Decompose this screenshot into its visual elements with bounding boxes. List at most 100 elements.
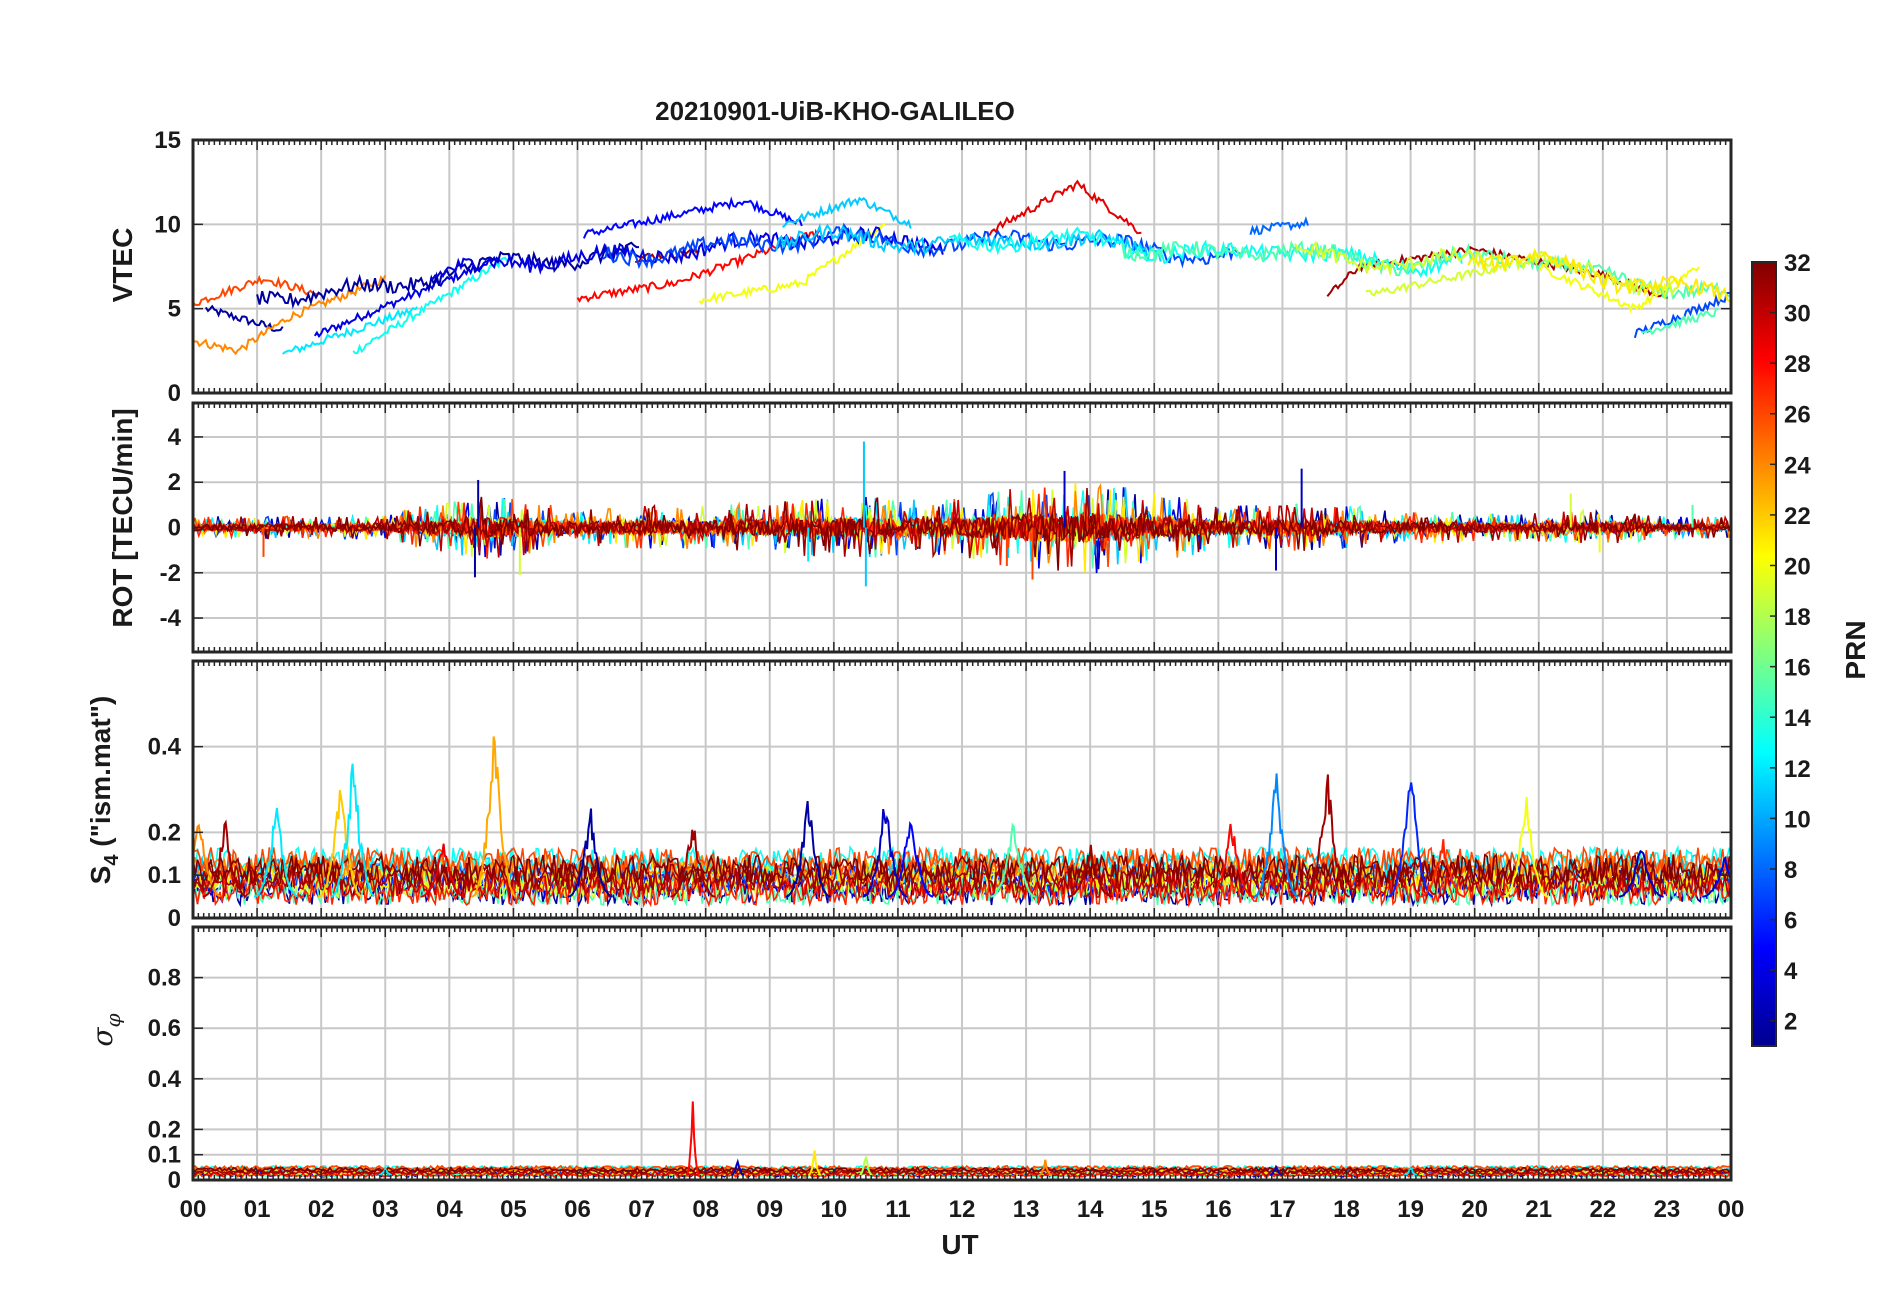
x-tick-label: 01 [244, 1196, 271, 1223]
x-tick-label: 23 [1654, 1196, 1681, 1223]
x-tick-label: 20 [1461, 1196, 1488, 1223]
s4-spike [253, 807, 298, 898]
vtec-series-prn-13 [352, 256, 515, 355]
x-tick-label: 00 [1718, 1196, 1745, 1223]
x-tick-label: 09 [756, 1196, 783, 1223]
s4-spike [1702, 856, 1731, 898]
colorbar-tick-label: 16 [1784, 655, 1811, 682]
rot-y-tick-label: 0 [168, 515, 181, 542]
vtec-series-prn-15 [1641, 307, 1719, 336]
x-tick-label: 17 [1269, 1196, 1296, 1223]
vtec-panel: 0 5 10 15 [154, 127, 1733, 407]
colorbar-tick-label: 8 [1784, 857, 1797, 884]
vtec-series-prn-2 [256, 241, 639, 310]
x-tick-label: 03 [372, 1196, 399, 1223]
vtec-axis-label: VTEC [107, 228, 138, 303]
rot-y-tick-label: -2 [160, 560, 181, 587]
sigma-phi-panel: 00.10.2 0.4 0.6 0.8 [148, 925, 1733, 1194]
rot-y-tick-label: 4 [168, 424, 182, 451]
data-lines [193, 441, 1730, 587]
s4-spike [193, 823, 221, 898]
data-lines [193, 736, 1731, 908]
s4-series-prn-33 [193, 852, 1731, 886]
vtec-series-prn-11 [775, 222, 1162, 262]
colorbar-tick-label: 10 [1784, 806, 1811, 833]
sigma_phi-spike [378, 1166, 392, 1176]
vtec-series-prn-5 [582, 196, 803, 239]
sigma_phi-spike [1269, 1164, 1283, 1176]
x-tick-labels: 00 01 02 03 04 05 06 07 08 09 10 11 12 13 14 15 16 17 18 19… [180, 1196, 1745, 1223]
s4-series-prn-27 [193, 874, 1731, 908]
sigma_phi-y-tick-label: 0.8 [148, 965, 181, 992]
vtec-series-prn-12 [282, 306, 419, 355]
rot-panel: -4 -2 0 2 4 [160, 401, 1733, 654]
rot-minor-ticks [192, 403, 1732, 652]
sigma_phi-y-tick-label: 0.4 [148, 1066, 182, 1093]
colorbar-tick-label: 12 [1784, 756, 1811, 783]
s4-spike [1253, 773, 1299, 898]
s4-spike [1304, 774, 1350, 898]
colorbar-tick-label: 28 [1784, 351, 1811, 378]
colorbar-tick-label: 26 [1784, 402, 1811, 429]
s4-spike [1208, 823, 1254, 898]
x-tick-label: 07 [628, 1196, 655, 1223]
colorbar-tick-label: 4 [1784, 958, 1798, 985]
x-tick-label: 02 [308, 1196, 335, 1223]
sigma_phi-y-tick-label: 0.1 [148, 1142, 181, 1169]
colorbar-tick-label: 30 [1784, 301, 1811, 328]
colorbar-tick-label: 24 [1784, 452, 1811, 479]
rot-series-prn-33 [193, 496, 1730, 571]
vtec-series-prn-8 [1249, 216, 1309, 236]
s4-series-prn-31 [193, 859, 1731, 893]
vtec-series-prn-4 [313, 255, 502, 338]
s4-spike [330, 763, 375, 898]
colorbar-tick-label: 20 [1784, 553, 1811, 580]
s4-panel: 0 0.1 0.2 0.4 [148, 659, 1733, 932]
s4-spike [1387, 782, 1434, 898]
x-tick-label: 21 [1525, 1196, 1552, 1223]
s4-spike [1503, 796, 1549, 898]
s4-spike [670, 829, 716, 898]
s4-y-tick-label: 0.1 [148, 862, 181, 889]
s4-spike [202, 819, 247, 898]
vtec-y-tick-label: 15 [154, 127, 181, 154]
rot-y-tick-label: 2 [168, 469, 181, 496]
colorbar-tick-label: 22 [1784, 503, 1811, 530]
sigma_phi-y-tick-label: 0.2 [148, 1116, 181, 1143]
vtec-series-prn-20 [1537, 263, 1700, 314]
vtec-y-tick-label: 5 [168, 296, 181, 323]
vtec-series-prn-11 [782, 196, 912, 229]
sigma_phi-spike [1404, 1167, 1418, 1176]
s4-spike [990, 822, 1036, 898]
s4-spike [1067, 844, 1113, 898]
vtec-series-prn-13 [949, 226, 1463, 278]
rot-y-tick-label: -4 [160, 605, 182, 632]
vtec-series-prn-2 [204, 304, 284, 333]
sigma_phi-minor-ticks [192, 927, 1732, 1181]
s4-spike [1420, 839, 1466, 898]
vtec-y-tick-label: 10 [154, 211, 181, 238]
x-axis-label: UT [941, 1229, 978, 1260]
x-tick-label: 14 [1077, 1196, 1104, 1223]
x-tick-label: 08 [692, 1196, 719, 1223]
s4-spike [567, 808, 613, 898]
x-tick-label: 13 [1013, 1196, 1040, 1223]
colorbar-label: PRN [1840, 620, 1871, 679]
s4-spike [862, 808, 908, 898]
x-tick-label: 06 [564, 1196, 591, 1223]
vtec-series-prn-26 [193, 274, 322, 307]
x-tick-label: 10 [820, 1196, 847, 1223]
vtec-series-prn-29 [987, 179, 1142, 236]
sigma_phi-y-tick-label: 0 [168, 1167, 181, 1194]
s4-axis-label: S4 ("ism.mat") [85, 696, 123, 885]
colorbar [1751, 261, 1777, 1047]
s4-y-tick-label: 0.4 [148, 734, 182, 761]
s4-spike [317, 790, 362, 898]
s4-spike [785, 800, 831, 898]
x-tick-label: 16 [1205, 1196, 1232, 1223]
s4-y-tick-label: 0 [168, 905, 181, 932]
colorbar-tick-label: 2 [1784, 1009, 1797, 1036]
colorbar-tick-label: 18 [1784, 604, 1811, 631]
